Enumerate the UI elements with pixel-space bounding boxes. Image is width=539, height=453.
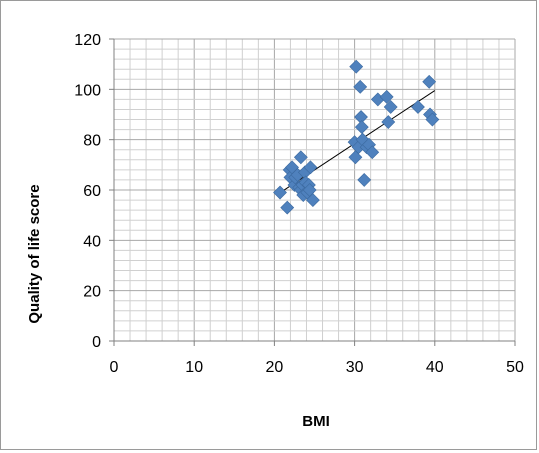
tick-labels: 0 10 20 30 40 50 0 20 40 60 80 100 120 [74,32,524,376]
data-point [303,160,318,175]
y-tick-label: 60 [83,183,101,200]
data-point [305,193,320,207]
y-tick-label: 40 [83,233,101,250]
data-point [349,59,364,74]
data-point [379,89,394,104]
data-point [293,150,308,165]
data-point [273,185,287,200]
data-point [357,173,372,187]
x-tick-label: 50 [506,359,524,376]
y-tick-label: 0 [92,334,101,351]
x-tick-label: 0 [110,359,119,376]
data-point [365,145,380,160]
data-point [381,115,396,129]
y-tick-label: 120 [74,32,101,49]
x-axis-title: BMI [302,413,330,430]
data-points [273,59,440,215]
data-point [425,112,440,127]
x-tick-label: 30 [346,359,364,376]
data-point [280,200,295,215]
y-axis-title: Quality of life score [26,184,43,323]
data-point [422,74,437,89]
x-tick-label: 20 [266,359,284,376]
x-tick-label: 40 [426,359,444,376]
y-tick-label: 100 [74,82,101,99]
data-point [411,100,425,114]
data-point [383,100,398,114]
data-point [354,120,369,135]
x-tick-label: 10 [185,359,203,376]
data-point [353,79,368,94]
axes [109,38,516,346]
y-tick-label: 80 [83,133,101,150]
y-tick-label: 20 [83,284,101,301]
